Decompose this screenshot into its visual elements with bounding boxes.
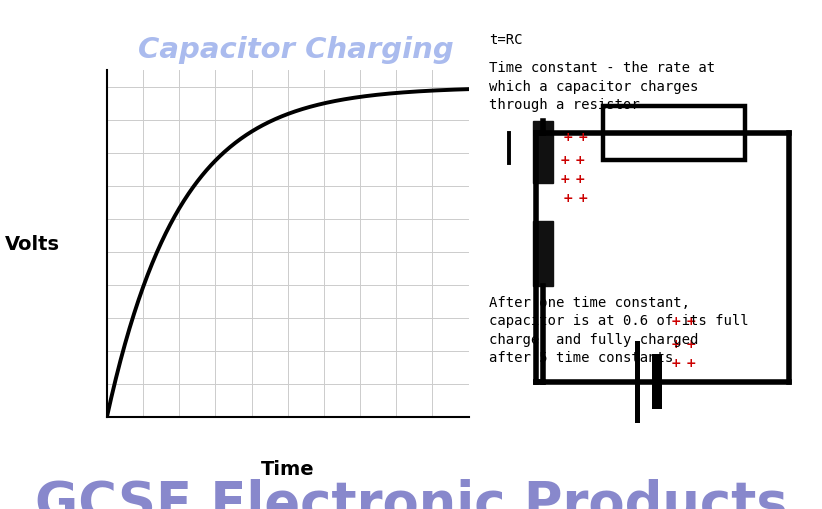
Text: + +: + + [560,173,585,186]
Bar [533,122,552,183]
Text: GCSE Electronic Products: GCSE Electronic Products [35,478,787,509]
Bar [603,107,745,160]
Bar [533,221,552,286]
Text: Time constant - the rate at
which a capacitor charges
through a resistor: Time constant - the rate at which a capa… [489,61,715,112]
Text: t=RC: t=RC [489,33,523,47]
Text: + +: + + [671,337,696,350]
Text: + +: + + [563,192,589,205]
Text: + +: + + [671,356,696,369]
Text: After one time constant,
capacitor is at 0.6 of its full
charge, and fully charg: After one time constant, capacitor is at… [489,295,749,364]
Text: Time: Time [261,459,315,478]
Text: + +: + + [560,154,585,167]
Text: + +: + + [671,314,696,327]
Text: Capacitor Charging: Capacitor Charging [138,36,454,64]
Text: Volts: Volts [6,235,60,254]
Text: + +: + + [563,131,589,144]
